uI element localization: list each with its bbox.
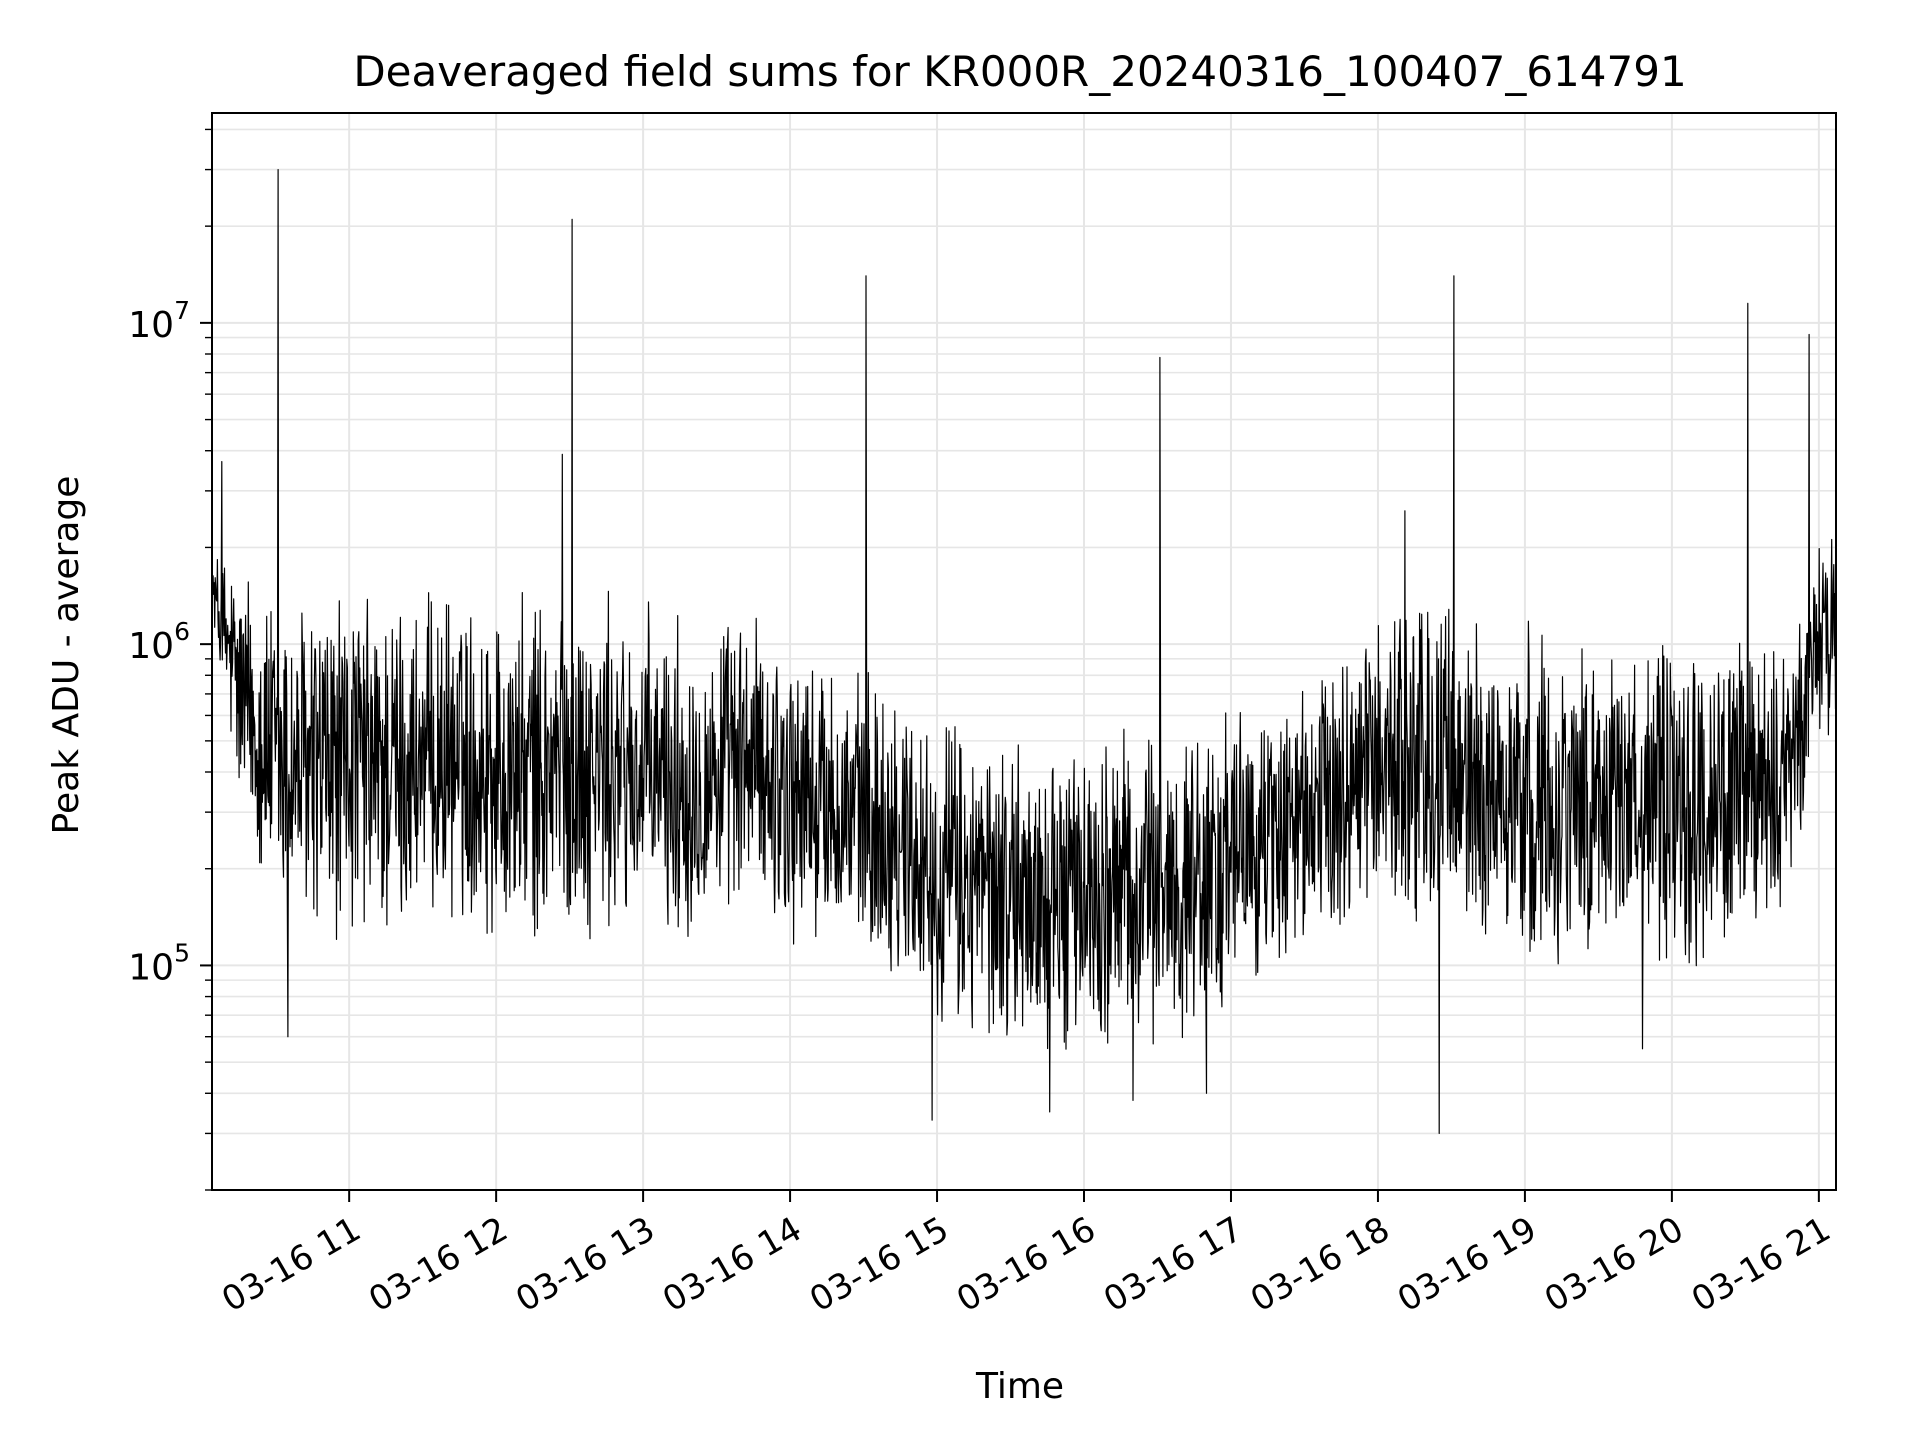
- y-tick-exponent: 5: [174, 938, 190, 967]
- y-tick-exponent: 7: [174, 296, 190, 325]
- plot-frame: [211, 112, 1837, 1191]
- x-axis-label: Time: [975, 1366, 1064, 1407]
- y-tick-base: 10: [128, 305, 174, 346]
- chart-title: Deaveraged field sums for KR000R_2024031…: [353, 47, 1686, 96]
- y-tick-label: 107: [128, 296, 190, 346]
- y-axis-label: Peak ADU - average: [46, 476, 87, 835]
- y-tick-base: 10: [128, 947, 174, 988]
- series-layer: [211, 169, 1837, 1134]
- y-tick-base: 10: [128, 626, 174, 667]
- y-tick-label: 105: [128, 938, 190, 988]
- y-tick-label: 106: [128, 617, 190, 667]
- y-tick-exponent: 6: [174, 617, 190, 646]
- series-line: [211, 169, 1837, 1134]
